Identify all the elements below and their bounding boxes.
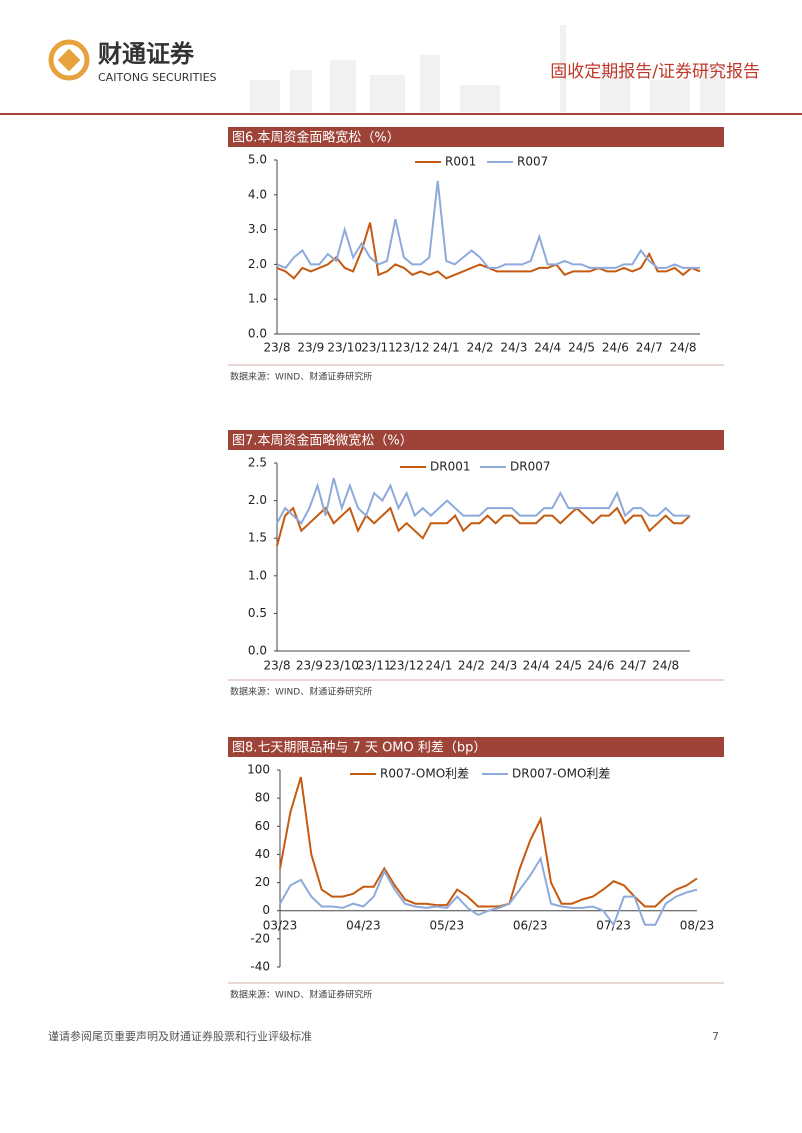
- x-tick-label: 23/8: [264, 659, 291, 673]
- x-tick-label: 23/11: [357, 659, 392, 673]
- x-tick-label: 24/7: [620, 659, 647, 673]
- legend-label: R007: [517, 155, 548, 169]
- y-tick-label: 0.0: [248, 644, 267, 658]
- x-tick-label: 24/4: [523, 659, 550, 673]
- y-tick-label: 4.0: [248, 187, 267, 201]
- x-tick-label: 24/5: [555, 659, 582, 673]
- y-tick-label: 80: [255, 791, 270, 805]
- footer-disclaimer: 谨请参阅尾页重要声明及财通证券股票和行业评级标准: [48, 1029, 312, 1043]
- x-tick-label: 24/3: [490, 659, 517, 673]
- series-line: [279, 855, 698, 927]
- x-tick-label: 04/23: [346, 919, 381, 933]
- legend-label: R007-OMO利差: [380, 767, 469, 781]
- logo: [48, 39, 90, 81]
- skyline: [250, 25, 725, 112]
- x-tick-label: 24/3: [500, 341, 527, 355]
- company-en: CAITONG SECURITIES: [98, 71, 217, 84]
- chart-title: 图6.本周资金面略宽松（%）: [232, 130, 400, 146]
- y-tick-label: 100: [247, 763, 270, 777]
- x-tick-label: 24/6: [602, 341, 629, 355]
- y-tick-label: 3.0: [248, 222, 267, 236]
- y-tick-label: 20: [255, 875, 270, 889]
- y-tick-label: 1.0: [248, 568, 267, 582]
- x-tick-label: 03/23: [263, 919, 298, 933]
- series-line: [276, 180, 700, 270]
- series-line: [276, 506, 691, 546]
- x-tick-label: 23/8: [264, 341, 291, 355]
- company-cn: 财通证券: [98, 40, 195, 68]
- legend-label: DR001: [430, 460, 470, 474]
- x-tick-label: 24/8: [670, 341, 697, 355]
- x-tick-label: 23/12: [395, 341, 430, 355]
- report-type: 固收定期报告/证券研究报告: [550, 62, 760, 82]
- y-tick-label: 40: [255, 847, 270, 861]
- legend-label: DR007: [510, 460, 550, 474]
- x-tick-label: 24/4: [534, 341, 561, 355]
- x-tick-label: 24/2: [458, 659, 485, 673]
- y-tick-label: 0: [262, 903, 270, 917]
- x-tick-label: 24/2: [467, 341, 494, 355]
- page-number: 7: [712, 1030, 719, 1043]
- x-tick-label: 24/5: [568, 341, 595, 355]
- series-line: [276, 477, 690, 525]
- x-tick-label: 23/9: [296, 659, 323, 673]
- x-tick-label: 23/11: [361, 341, 396, 355]
- x-tick-label: 24/1: [433, 341, 460, 355]
- x-tick-label: 23/10: [324, 659, 359, 673]
- legend-label: DR007-OMO利差: [512, 767, 610, 781]
- series-line: [279, 776, 698, 908]
- chart-title-bar: [228, 127, 724, 147]
- y-tick-label: 0.5: [248, 606, 267, 620]
- x-tick-label: 24/8: [652, 659, 679, 673]
- series-line: [276, 222, 701, 280]
- chart-source: 数据来源：WIND、财通证券研究所: [230, 989, 372, 1001]
- y-tick-label: 2.5: [248, 456, 267, 470]
- x-tick-label: 05/23: [430, 919, 465, 933]
- chart-source: 数据来源：WIND、财通证券研究所: [230, 686, 372, 698]
- x-tick-label: 23/9: [297, 341, 324, 355]
- y-tick-label: -40: [250, 960, 270, 974]
- y-tick-label: 0.0: [248, 327, 267, 341]
- x-tick-label: 23/10: [327, 341, 362, 355]
- x-tick-label: 23/12: [389, 659, 424, 673]
- x-tick-label: 24/1: [425, 659, 452, 673]
- x-tick-label: 08/23: [680, 919, 715, 933]
- x-tick-label: 06/23: [513, 919, 548, 933]
- y-tick-label: 1.0: [248, 292, 267, 306]
- legend-label: R001: [445, 155, 476, 169]
- chart-title: 图7.本周资金面略微宽松（%）: [232, 433, 413, 449]
- y-tick-label: 2.0: [248, 493, 267, 507]
- y-tick-label: 5.0: [248, 153, 267, 167]
- x-tick-label: 24/7: [636, 341, 663, 355]
- y-tick-label: -20: [250, 931, 270, 945]
- y-tick-label: 60: [255, 819, 270, 833]
- x-tick-label: 24/6: [587, 659, 614, 673]
- y-tick-label: 1.5: [248, 531, 267, 545]
- chart-title-bar: [228, 737, 724, 757]
- chart-source: 数据来源：WIND、财通证券研究所: [230, 371, 372, 383]
- chart-title: 图8.七天期限品种与 7 天 OMO 利差（bp）: [232, 741, 486, 756]
- chart-title-bar: [228, 430, 724, 450]
- y-tick-label: 2.0: [248, 257, 267, 271]
